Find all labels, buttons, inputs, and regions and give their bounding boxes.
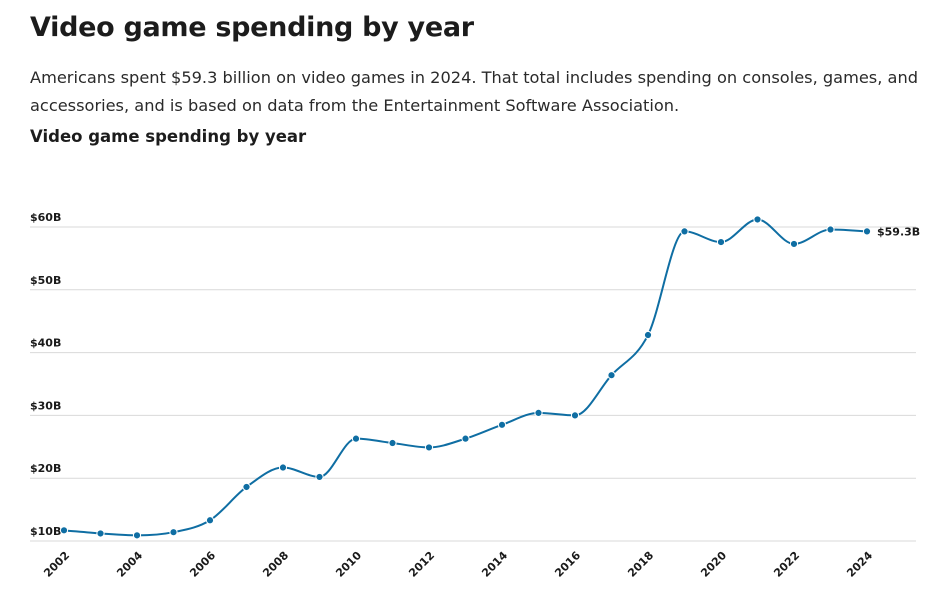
data-point [789,239,799,249]
x-tick-label: 2008 [260,549,291,580]
data-point [169,528,178,537]
data-points [59,215,872,540]
data-point [424,443,434,452]
x-tick-label: 2014 [479,549,510,580]
x-axis-labels: 2002 2004 2006 2008 2010 2012 2014 2016 2018 2020… [41,549,875,580]
data-point [278,463,288,472]
data-point [570,411,580,420]
x-tick-label: 2002 [41,549,72,580]
data-point [753,215,762,224]
chart-title: Video game spending by year [30,127,307,146]
data-point [497,420,507,429]
y-tick-label: $50B [30,274,61,287]
page-description: Americans spent $59.3 billion on video g… [30,68,918,115]
y-axis-labels: $10B $20B $30B $40B $50B $60B [30,211,61,538]
y-tick-label: $40B [30,337,61,350]
x-tick-label: 2016 [552,549,583,580]
series-line [63,218,868,537]
data-point [461,434,470,443]
y-tick-label: $20B [30,462,61,475]
data-point [643,330,653,340]
data-point [826,225,835,234]
x-tick-label: 2018 [625,549,656,580]
x-tick-label: 2006 [187,549,218,580]
x-tick-label: 2020 [698,549,729,580]
end-value-label: $59.3B [877,225,920,238]
data-point [132,531,142,540]
data-point [351,434,361,443]
data-point [315,472,324,482]
x-tick-label: 2004 [114,549,145,580]
data-point [388,438,397,448]
y-tick-label: $30B [30,399,61,412]
x-tick-label: 2024 [844,549,875,580]
data-point [607,371,616,380]
x-tick-label: 2012 [406,549,437,580]
y-tick-label: $10B [30,525,61,538]
data-point [680,227,689,236]
chart-gridlines [30,226,916,542]
y-tick-label: $60B [30,211,61,224]
data-point [205,516,215,525]
data-point [242,482,251,492]
data-point [862,227,872,236]
data-point [59,526,69,535]
data-point [716,237,726,247]
page-headline: Video game spending by year [30,12,474,43]
data-point [534,408,543,417]
data-point [96,529,105,538]
x-tick-label: 2022 [771,549,802,580]
x-tick-label: 2010 [333,549,364,580]
